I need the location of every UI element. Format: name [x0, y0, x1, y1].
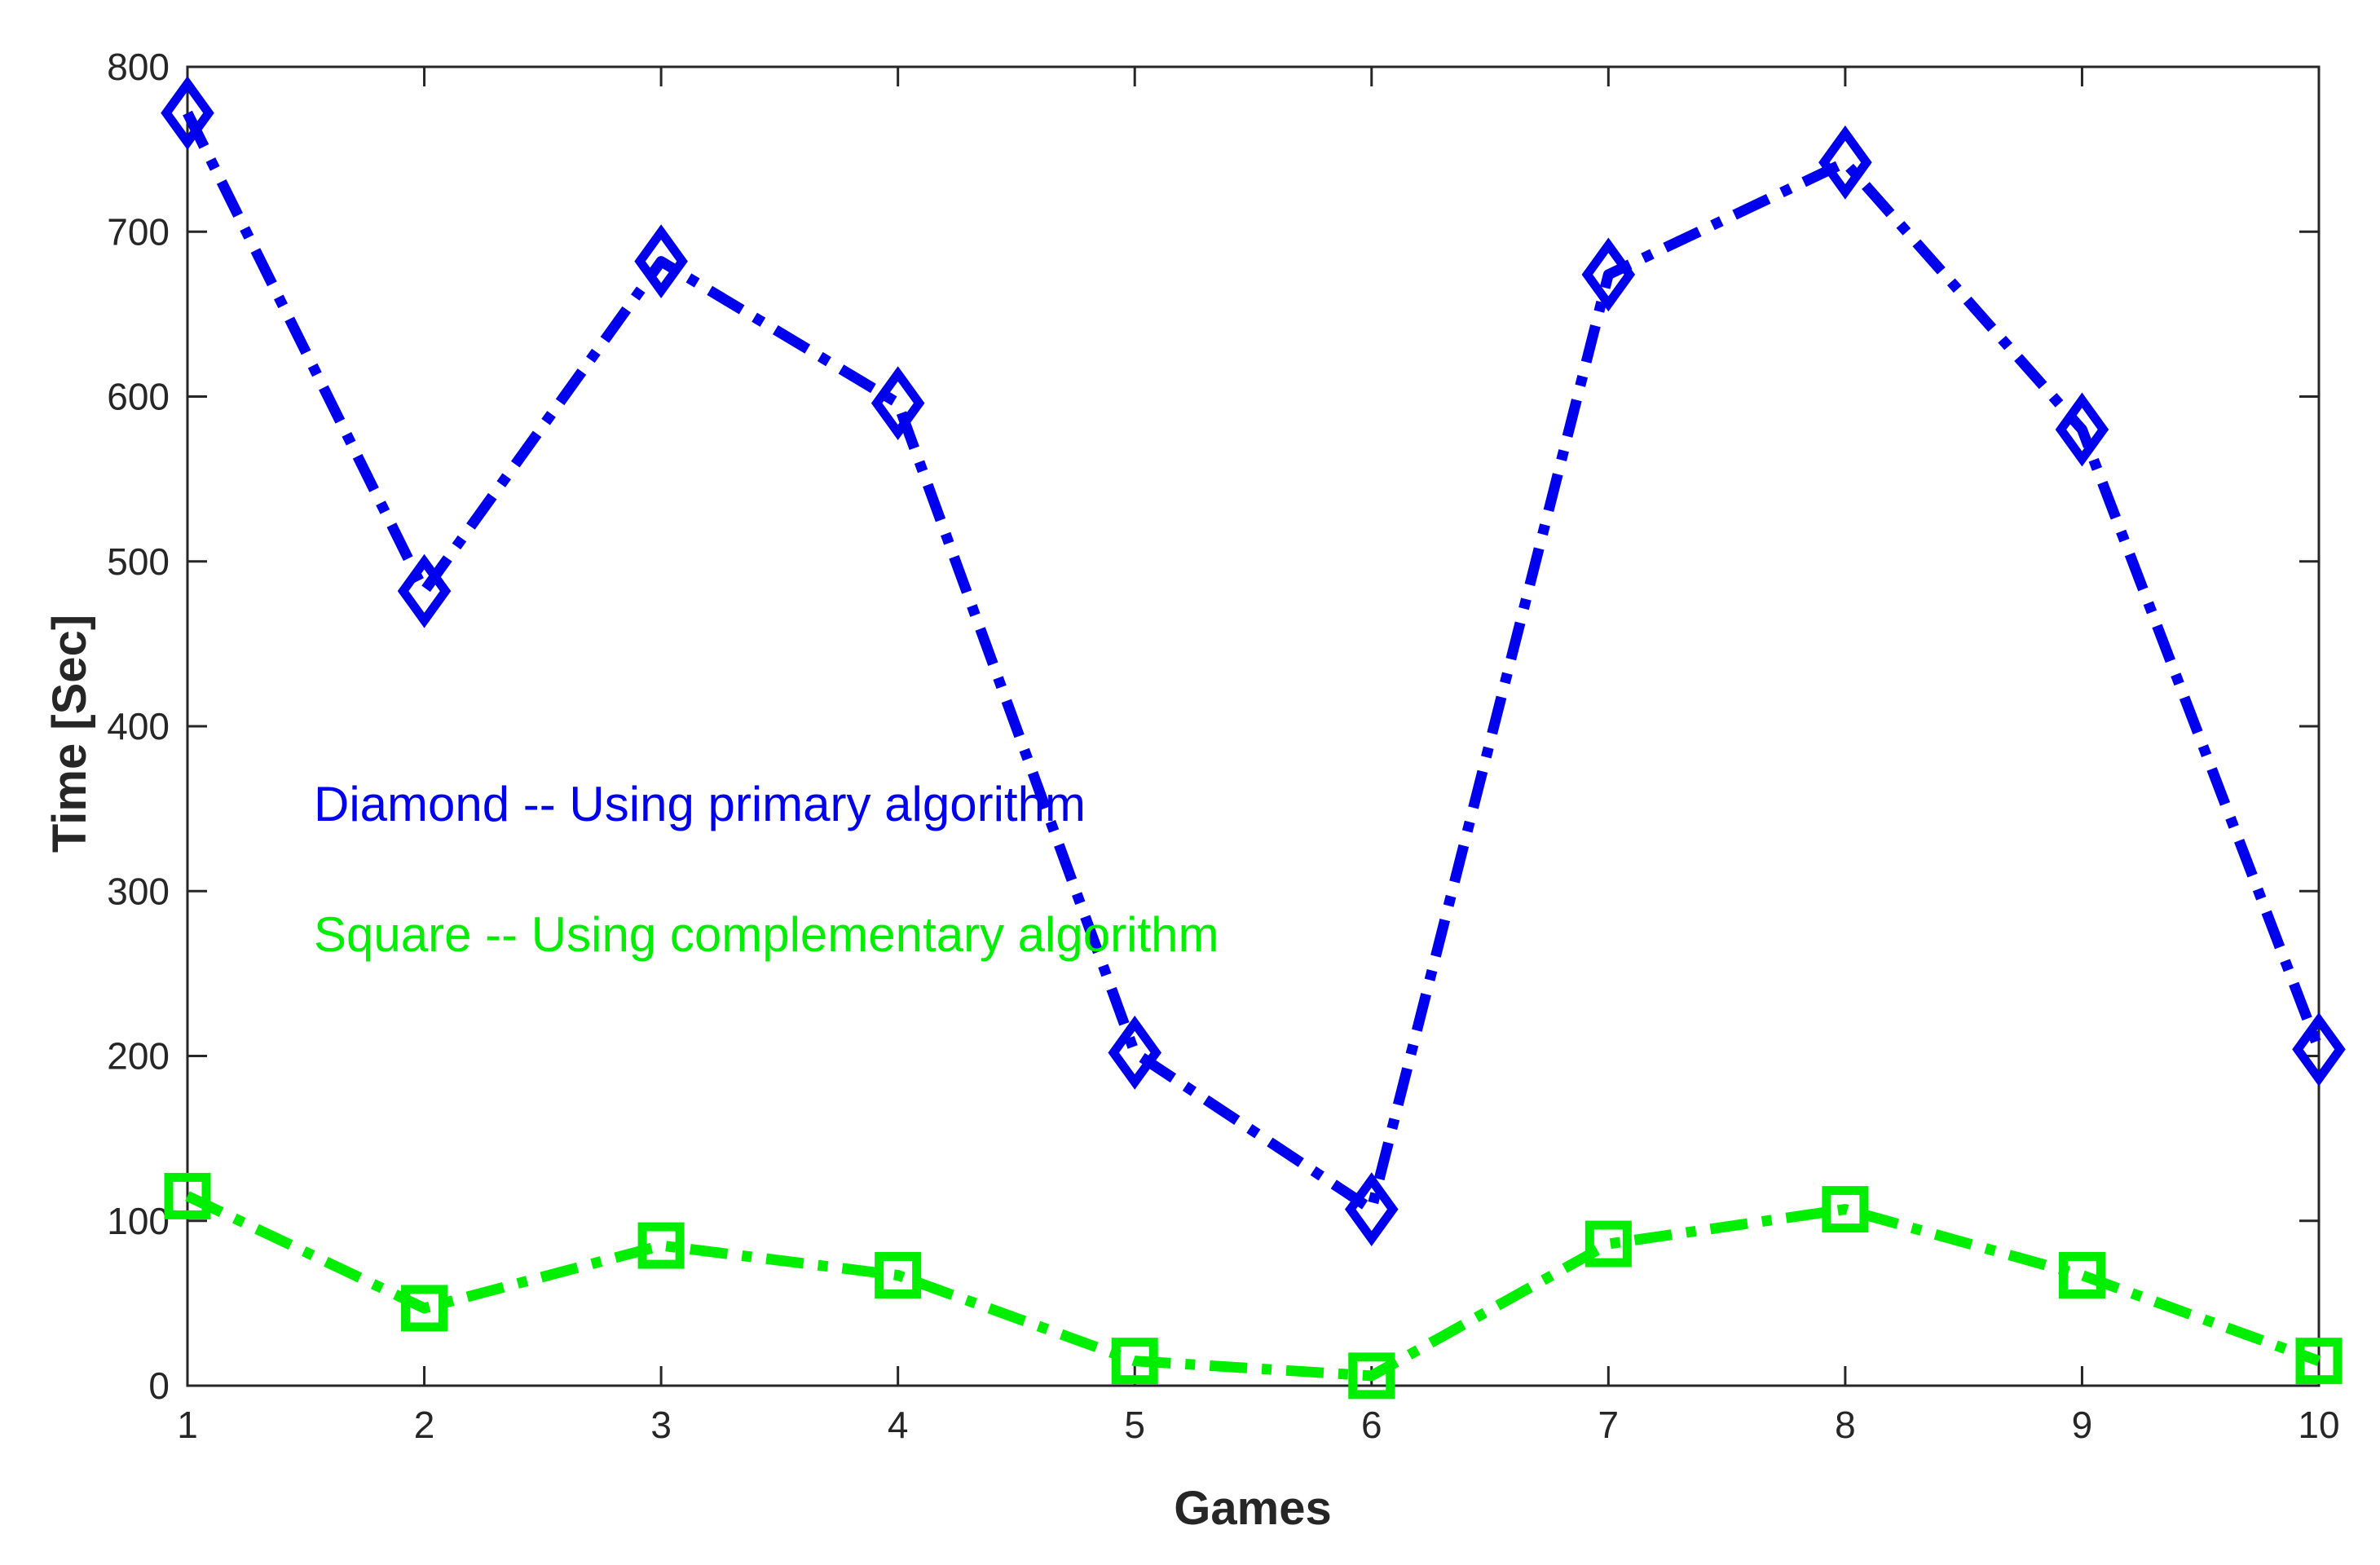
data-point-diamond — [161, 76, 214, 151]
data-point-square — [637, 1222, 685, 1269]
data-point-square — [1584, 1220, 1632, 1267]
plot-area — [186, 65, 2320, 1387]
data-point-square — [1822, 1186, 1869, 1233]
series-line-diamond — [183, 110, 2325, 1215]
x-tick-label: 8 — [1835, 1404, 1856, 1446]
x-tick-label: 6 — [1361, 1404, 1382, 1446]
data-point-diamond — [1818, 125, 1872, 200]
series-line-square — [185, 1191, 2321, 1382]
data-point-diamond — [397, 553, 452, 628]
plot-frame — [186, 65, 2320, 1387]
y-tick-label: 600 — [107, 376, 170, 418]
data-point-diamond — [870, 366, 925, 440]
x-tick-label: 9 — [2072, 1404, 2093, 1446]
series-layer — [161, 76, 2346, 1400]
y-tick-label: 400 — [107, 705, 170, 747]
data-point-square — [2295, 1338, 2343, 1385]
x-tick-label: 10 — [2298, 1404, 2339, 1446]
y-tick-label: 100 — [107, 1200, 170, 1242]
data-point-square — [875, 1251, 922, 1298]
y-tick-label: 500 — [107, 540, 170, 583]
annotation-square: Square -- Using complementary algorithm — [314, 907, 1219, 962]
data-point-square — [2058, 1251, 2105, 1298]
data-point-square — [164, 1172, 211, 1219]
data-point-diamond — [2055, 392, 2109, 467]
data-point-square — [401, 1285, 448, 1332]
data-point-square — [1348, 1352, 1395, 1400]
series-square — [164, 1172, 2343, 1400]
x-tick-label: 5 — [1124, 1404, 1145, 1446]
annotation-diamond: Diamond -- Using primary algorithm — [314, 777, 1086, 831]
x-tick-label: 1 — [177, 1404, 198, 1446]
y-tick-label: 700 — [107, 210, 170, 253]
x-tick-label: 7 — [1598, 1404, 1620, 1446]
data-point-diamond — [634, 224, 688, 299]
data-point-square — [1111, 1338, 1158, 1385]
x-axis-title: Games — [1174, 1482, 1331, 1535]
data-point-diamond — [1581, 237, 1636, 312]
data-point-diamond — [2292, 1012, 2346, 1087]
x-tick-label: 3 — [650, 1404, 672, 1446]
data-point-diamond — [1108, 1016, 1162, 1090]
series-diamond — [161, 76, 2346, 1246]
y-tick-label: 200 — [107, 1035, 170, 1078]
y-tick-label: 800 — [107, 46, 170, 88]
y-tick-label: 300 — [107, 870, 170, 912]
x-tick-label: 2 — [414, 1404, 435, 1446]
y-axis-title: Time [Sec] — [43, 615, 96, 853]
y-tick-label: 0 — [148, 1364, 170, 1407]
x-tick-label: 4 — [888, 1404, 909, 1446]
data-point-diamond — [1344, 1172, 1399, 1246]
